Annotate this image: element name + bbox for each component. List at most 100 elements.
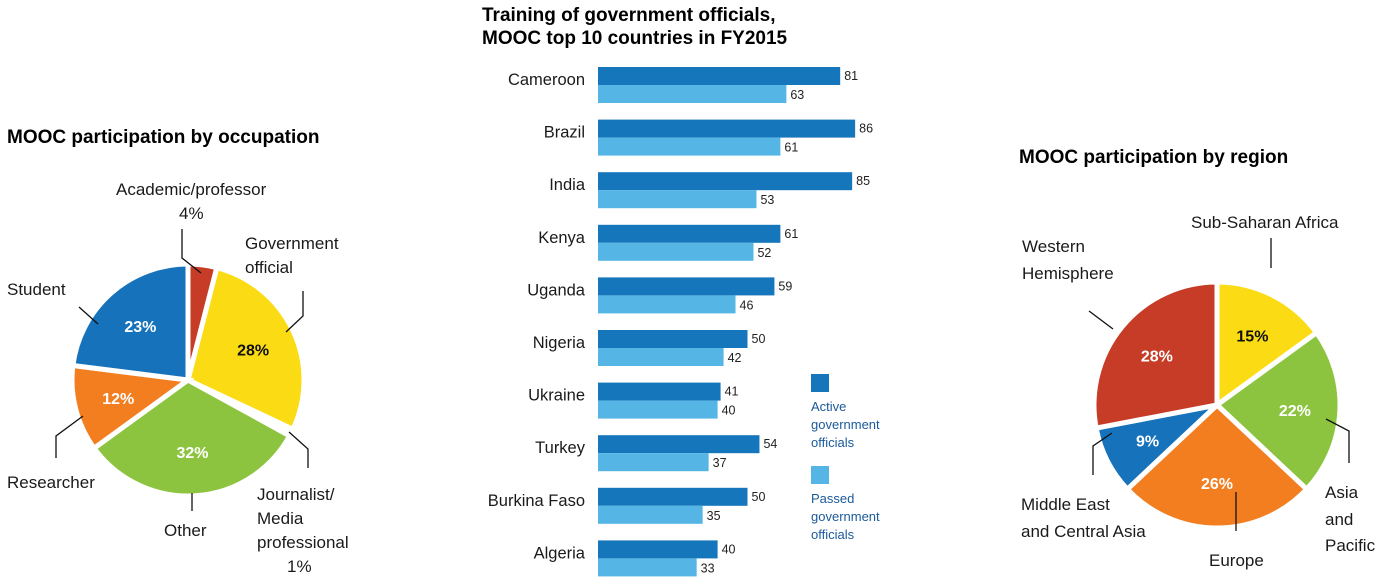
bar-value-active-ukraine: 41 bbox=[725, 385, 739, 399]
label-student: Student bbox=[7, 280, 66, 299]
pie-pct-student: 23% bbox=[124, 319, 156, 336]
bar-value-passed-nigeria: 42 bbox=[728, 351, 742, 365]
label-government-line2: official bbox=[245, 258, 293, 277]
leader-middle-east bbox=[1092, 432, 1113, 475]
bar-passed-india bbox=[598, 190, 757, 209]
bar-chart-title-line1: Training of government officials, bbox=[482, 5, 776, 26]
bar-value-passed-burkina-faso: 35 bbox=[707, 509, 721, 523]
label-sub-saharan: Sub-Saharan Africa bbox=[1191, 213, 1339, 232]
leader-government bbox=[285, 291, 304, 333]
bar-value-passed-turkey: 37 bbox=[713, 456, 727, 470]
category-label-ukraine: Ukraine bbox=[528, 387, 585, 405]
label-europe: Europe bbox=[1209, 551, 1264, 570]
pie-slice-student bbox=[70, 261, 191, 383]
pie-slice-western-hemisphere bbox=[1091, 279, 1220, 431]
pie-pct-government-official: 28% bbox=[237, 342, 269, 359]
pie-slice-researcher bbox=[69, 362, 195, 452]
category-label-brazil: Brazil bbox=[544, 124, 585, 142]
leader-researcher bbox=[55, 415, 84, 458]
pie-slice-sub-saharan-africa bbox=[1214, 279, 1321, 410]
label-other: Other bbox=[164, 521, 207, 540]
bar-value-active-turkey: 54 bbox=[763, 437, 777, 451]
pct-journalist: 1% bbox=[287, 557, 312, 576]
legend-swatch-active bbox=[811, 374, 829, 392]
category-label-kenya: Kenya bbox=[538, 229, 586, 247]
category-label-algeria: Algeria bbox=[534, 544, 586, 562]
pie-pct-middle-east-and-central-asia: 9% bbox=[1136, 433, 1159, 450]
bar-passed-nigeria bbox=[598, 348, 724, 366]
bar-value-active-uganda: 59 bbox=[778, 279, 792, 293]
label-journalist-line1: Journalist/ bbox=[257, 485, 335, 504]
leader-academic bbox=[181, 229, 202, 274]
label-western-line2: Hemisphere bbox=[1022, 264, 1114, 283]
label-asia-line2: and bbox=[1325, 510, 1353, 529]
leader-western bbox=[1088, 310, 1114, 330]
bar-passed-brazil bbox=[598, 137, 781, 156]
legend-active-line2: government bbox=[811, 417, 880, 432]
bar-value-passed-uganda: 46 bbox=[740, 298, 754, 312]
bar-passed-ukraine bbox=[598, 400, 718, 419]
bar-passed-algeria bbox=[598, 558, 697, 577]
category-label-nigeria: Nigeria bbox=[533, 334, 586, 352]
legend-active-line1: Active bbox=[811, 399, 846, 414]
bar-value-active-burkina-faso: 50 bbox=[752, 490, 766, 504]
bar-value-passed-ukraine: 40 bbox=[722, 404, 736, 418]
bar-passed-uganda bbox=[598, 295, 736, 314]
bar-value-active-algeria: 40 bbox=[722, 542, 736, 556]
legend-swatch-passed bbox=[811, 466, 829, 484]
bar-active-turkey bbox=[598, 435, 760, 454]
bar-passed-turkey bbox=[598, 453, 709, 472]
label-journalist-line3: professional bbox=[257, 533, 349, 552]
bar-active-cameroon bbox=[598, 67, 841, 85]
label-asia-line3: Pacific bbox=[1325, 536, 1376, 555]
pct-academic: 4% bbox=[179, 204, 204, 223]
bar-value-active-nigeria: 50 bbox=[752, 332, 766, 346]
bar-value-passed-algeria: 33 bbox=[701, 561, 715, 575]
pie-slice-other bbox=[90, 377, 294, 499]
pie-pct-researcher: 12% bbox=[102, 391, 134, 408]
bar-value-active-brazil: 86 bbox=[859, 122, 873, 136]
bar-active-brazil bbox=[598, 119, 856, 138]
bar-active-india bbox=[598, 172, 853, 191]
bar-chart: Cameroon 81 63 Brazil 86 61 India 85 53 Kenya 61 52… bbox=[488, 67, 873, 577]
region-callouts: Sub-Saharan Africa Western Hemisphere Mi… bbox=[1021, 213, 1376, 570]
region-pie: 15% 22% 26% 9% 28% bbox=[1091, 279, 1343, 531]
label-western-line1: Western bbox=[1022, 237, 1085, 256]
leader-student bbox=[78, 306, 99, 325]
leader-journalist bbox=[288, 431, 309, 468]
label-researcher: Researcher bbox=[7, 473, 95, 492]
category-label-uganda: Uganda bbox=[527, 281, 586, 299]
pie-slice-asia-and-pacific bbox=[1213, 329, 1343, 493]
label-asia-line1: Asia bbox=[1325, 483, 1359, 502]
occupation-chart-title: MOOC participation by occupation bbox=[7, 127, 320, 148]
bar-active-kenya bbox=[598, 224, 781, 243]
label-academic: Academic/professor bbox=[116, 180, 267, 199]
pie-pct-other: 32% bbox=[177, 445, 209, 462]
label-middle-east-line2: and Central Asia bbox=[1021, 522, 1146, 541]
category-label-burkina-faso: Burkina Faso bbox=[488, 492, 585, 510]
leader-asia bbox=[1325, 418, 1350, 463]
legend-active-line3: officials bbox=[811, 435, 855, 450]
bar-passed-burkina-faso bbox=[598, 505, 703, 524]
region-chart-title: MOOC participation by region bbox=[1019, 147, 1289, 168]
bar-active-ukraine bbox=[598, 382, 721, 401]
legend-passed-line1: Passed bbox=[811, 491, 854, 506]
bar-chart-title-line2: MOOC top 10 countries in FY2015 bbox=[482, 28, 788, 49]
bar-chart-title: Training of government officials, MOOC t… bbox=[482, 4, 787, 50]
legend-passed-line3: officials bbox=[811, 527, 855, 542]
bar-active-burkina-faso bbox=[598, 487, 748, 506]
bar-active-nigeria bbox=[598, 330, 748, 348]
category-label-india: India bbox=[549, 176, 586, 194]
label-government-line1: Government bbox=[245, 234, 339, 253]
label-journalist-line2: Media bbox=[257, 509, 304, 528]
pie-pct-western-hemisphere: 28% bbox=[1141, 348, 1173, 365]
bar-active-uganda bbox=[598, 277, 775, 296]
occupation-callouts: Academic/professor 4% Government officia… bbox=[7, 180, 349, 576]
bar-passed-cameroon bbox=[598, 85, 787, 103]
bar-passed-kenya bbox=[598, 242, 754, 261]
pie-pct-sub-saharan-africa: 15% bbox=[1236, 329, 1268, 346]
pie-slice-government-official bbox=[185, 264, 307, 433]
bar-value-passed-india: 53 bbox=[760, 193, 774, 207]
bar-value-passed-kenya: 52 bbox=[757, 246, 771, 260]
